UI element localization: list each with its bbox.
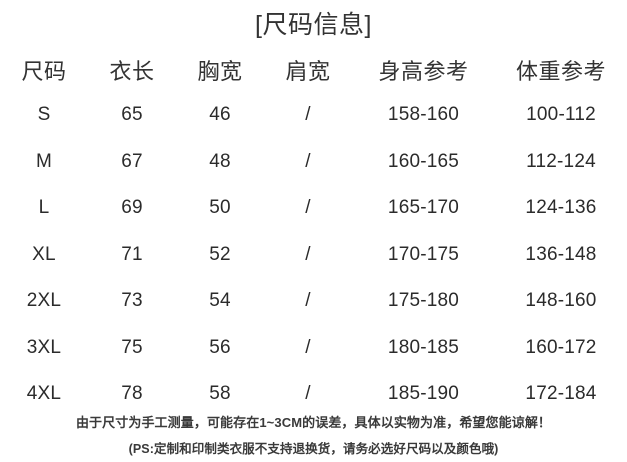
cell-height: 180-185 bbox=[387, 336, 460, 358]
cell-length: 67 bbox=[121, 150, 143, 172]
cell-size: 3XL bbox=[26, 336, 62, 358]
table-row: 2XL 73 54 / 175-180 148-160 bbox=[0, 278, 627, 325]
cell-height: 158-160 bbox=[387, 104, 460, 126]
cell-length: 65 bbox=[121, 104, 143, 126]
footnotes: 由于尺寸为手工测量，可能存在1~3CM的误差，具体以实物为准，希望您能谅解！ (… bbox=[0, 410, 627, 462]
cell-length: 71 bbox=[121, 243, 143, 265]
cell-height: 160-165 bbox=[387, 150, 460, 172]
column-header-height: 身高参考 bbox=[378, 59, 469, 84]
cell-height: 185-190 bbox=[387, 383, 460, 405]
cell-shoulder: / bbox=[305, 197, 311, 219]
cell-shoulder: / bbox=[305, 104, 311, 126]
table-row: M 67 48 / 160-165 112-124 bbox=[0, 139, 627, 186]
page-title: [尺码信息] bbox=[255, 11, 372, 39]
table-header-row: 尺码 衣长 胸宽 肩宽 身高参考 体重参考 bbox=[0, 48, 627, 92]
cell-chest: 58 bbox=[209, 383, 231, 405]
cell-weight: 112-124 bbox=[526, 150, 596, 172]
size-table: 尺码 衣长 胸宽 肩宽 身高参考 体重参考 S 65 46 / 158-160 … bbox=[0, 48, 627, 418]
table-body: S 65 46 / 158-160 100-112 M 67 48 / 160-… bbox=[0, 92, 627, 418]
table-row: XL 71 52 / 170-175 136-148 bbox=[0, 232, 627, 279]
cell-chest: 54 bbox=[209, 290, 231, 312]
cell-length: 78 bbox=[121, 383, 143, 405]
cell-weight: 172-184 bbox=[525, 383, 597, 405]
table-row: L 69 50 / 165-170 124-136 bbox=[0, 185, 627, 232]
table-header: 尺码 衣长 胸宽 肩宽 身高参考 体重参考 bbox=[0, 48, 627, 92]
measurement-tolerance-note: 由于尺寸为手工测量，可能存在1~3CM的误差，具体以实物为准，希望您能谅解！ bbox=[75, 415, 552, 430]
table-row: S 65 46 / 158-160 100-112 bbox=[0, 92, 627, 139]
column-header-shoulder: 肩宽 bbox=[285, 59, 331, 84]
cell-weight: 124-136 bbox=[525, 197, 597, 219]
cell-chest: 52 bbox=[209, 243, 231, 265]
cell-chest: 50 bbox=[209, 197, 231, 219]
cell-height: 175-180 bbox=[387, 290, 460, 312]
cell-size: XL bbox=[32, 243, 56, 265]
cell-length: 73 bbox=[121, 290, 143, 312]
cell-length: 69 bbox=[121, 197, 143, 219]
cell-shoulder: / bbox=[305, 290, 311, 312]
column-header-weight: 体重参考 bbox=[515, 59, 606, 84]
column-header-length: 衣长 bbox=[109, 59, 155, 84]
cell-size: 4XL bbox=[26, 383, 62, 405]
cell-weight: 100-112 bbox=[526, 104, 596, 126]
cell-shoulder: / bbox=[305, 336, 311, 358]
cell-weight: 136-148 bbox=[525, 243, 597, 265]
cell-length: 75 bbox=[121, 336, 143, 358]
cell-height: 170-175 bbox=[387, 243, 460, 265]
cell-size: 2XL bbox=[26, 290, 62, 312]
return-policy-note: (PS:定制和印制类衣服不支持退换货，请务必选好尺码以及颜色哦) bbox=[128, 442, 499, 456]
cell-weight: 160-172 bbox=[525, 336, 597, 358]
cell-weight: 148-160 bbox=[525, 290, 597, 312]
cell-size: S bbox=[37, 104, 51, 126]
cell-size: L bbox=[38, 197, 50, 219]
cell-height: 165-170 bbox=[387, 197, 460, 219]
cell-chest: 48 bbox=[209, 150, 231, 172]
cell-shoulder: / bbox=[305, 243, 311, 265]
cell-size: M bbox=[35, 150, 53, 172]
table-row: 4XL 78 58 / 185-190 172-184 bbox=[0, 371, 627, 418]
cell-chest: 56 bbox=[209, 336, 231, 358]
cell-shoulder: / bbox=[305, 150, 311, 172]
cell-shoulder: / bbox=[305, 383, 311, 405]
column-header-chest: 胸宽 bbox=[197, 59, 243, 84]
cell-chest: 46 bbox=[209, 104, 231, 126]
column-header-size: 尺码 bbox=[21, 59, 67, 84]
table-row: 3XL 75 56 / 180-185 160-172 bbox=[0, 325, 627, 372]
